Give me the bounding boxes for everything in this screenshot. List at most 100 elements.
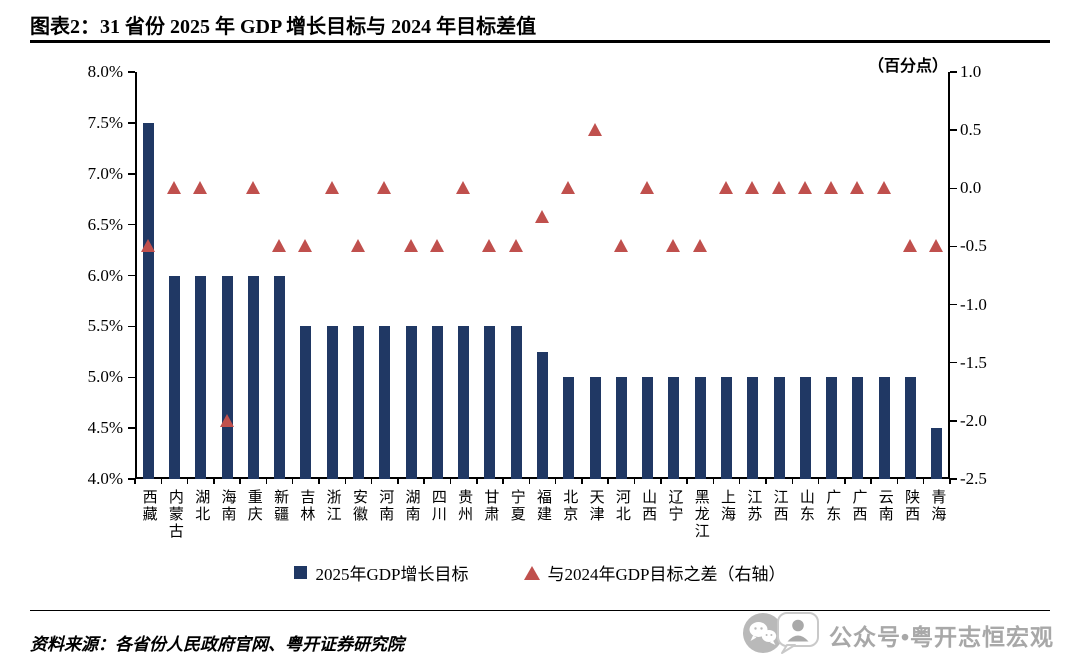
right-axis-tick-label: 0.0 <box>960 178 982 198</box>
x-axis-tickmark <box>134 479 136 484</box>
source-note: 资料来源：各省份人民政府官网、粤开证券研究院 <box>30 635 404 654</box>
x-axis-label-陕西: 陕西 <box>903 489 920 523</box>
x-axis-label-上海: 上海 <box>719 489 736 523</box>
bar-福建 <box>537 351 548 479</box>
left-axis-tickmark <box>128 478 135 480</box>
bar-黑龙江 <box>694 377 706 479</box>
bar-湖北 <box>195 275 207 479</box>
bar-天津 <box>589 377 601 479</box>
x-axis-tickmark <box>896 479 899 484</box>
x-axis-label-吉林: 吉林 <box>298 489 315 523</box>
x-axis-label-西藏: 西藏 <box>140 489 157 523</box>
bar-宁夏 <box>510 326 522 479</box>
marker-贵州 <box>456 181 471 195</box>
marker-广西 <box>850 181 865 195</box>
bar-北京 <box>563 377 575 479</box>
right-axis-tickmark <box>950 420 957 422</box>
left-axis-tick-label: 6.0% <box>87 265 123 285</box>
left-axis-tickmark <box>128 427 135 429</box>
left-axis-tick-label: 5.0% <box>87 367 123 387</box>
left-axis-tickmark <box>128 325 135 328</box>
marker-河北 <box>613 239 628 253</box>
x-axis-label-河南: 河南 <box>377 489 394 523</box>
x-axis-label-江苏: 江苏 <box>745 489 762 523</box>
left-axis-tick-label: 5.5% <box>87 316 123 336</box>
bar-浙江 <box>326 326 338 479</box>
x-axis-label-海南: 海南 <box>219 489 236 523</box>
legend: 2025年GDP增长目标 与2024年GDP目标之差（右轴） <box>0 560 1080 585</box>
bar-湖南 <box>405 326 417 479</box>
bar-新疆 <box>274 275 286 479</box>
left-axis-tickmark <box>128 376 135 378</box>
x-axis-label-重庆: 重庆 <box>245 489 262 523</box>
marker-安徽 <box>350 239 365 253</box>
x-axis-label-浙江: 浙江 <box>324 489 341 523</box>
left-axis-tick-label: 7.5% <box>87 112 123 132</box>
x-axis-tickmark <box>265 479 268 484</box>
x-axis-tickmark <box>949 479 951 484</box>
marker-山西 <box>640 181 655 195</box>
marker-福建 <box>535 210 549 224</box>
right-axis-tick-label: -1.5 <box>960 352 987 372</box>
right-axis-tick-label: 1.0 <box>960 62 982 81</box>
wechat-watermark: 公众号•粤开志恒宏观 <box>742 611 1054 659</box>
bar-江西 <box>773 377 785 479</box>
x-axis-label-广东: 广东 <box>824 489 841 523</box>
bar-海南 <box>221 275 233 479</box>
bar-青海 <box>931 428 943 479</box>
bar-重庆 <box>247 275 259 479</box>
bar-贵州 <box>458 326 470 479</box>
right-axis-tickmark <box>950 187 957 190</box>
marker-四川 <box>429 239 444 253</box>
x-axis-label-湖北: 湖北 <box>193 489 210 523</box>
left-axis-tickmark <box>128 274 135 277</box>
x-axis-tickmark <box>554 479 557 484</box>
marker-宁夏 <box>508 239 523 253</box>
wechat-logo-icon <box>742 612 784 659</box>
bar-山东 <box>799 377 811 479</box>
x-axis-tickmark <box>633 479 636 484</box>
right-axis-tick-label: -2.0 <box>960 410 987 430</box>
left-axis-line <box>135 72 137 479</box>
bar-上海 <box>721 377 733 479</box>
right-axis-tick-label: -1.0 <box>960 294 987 314</box>
x-axis-label-甘肃: 甘肃 <box>482 489 499 523</box>
left-axis-tickmark <box>128 122 135 124</box>
x-axis-label-新疆: 新疆 <box>272 489 289 523</box>
x-axis-tickmark <box>660 479 662 484</box>
x-axis-label-贵州: 贵州 <box>456 489 473 523</box>
marker-辽宁 <box>666 239 681 253</box>
marker-江西 <box>771 181 786 195</box>
right-axis-tickmark <box>950 245 957 248</box>
left-axis-tick-label: 6.5% <box>87 214 123 234</box>
legend-label-target-diff: 与2024年GDP目标之差（右轴） <box>547 565 786 584</box>
x-axis-label-山东: 山东 <box>797 489 814 523</box>
marker-天津 <box>587 123 602 137</box>
bar-甘肃 <box>484 326 496 479</box>
x-axis-label-山西: 山西 <box>640 489 657 523</box>
x-axis-tickmark <box>738 479 741 484</box>
bar-陕西 <box>905 377 917 479</box>
marker-北京 <box>561 181 576 195</box>
marker-黑龙江 <box>692 239 707 253</box>
marker-海南 <box>219 413 234 427</box>
right-axis-tickmark <box>950 361 957 364</box>
marker-甘肃 <box>482 239 497 253</box>
bar-安徽 <box>352 326 364 479</box>
footer-divider <box>30 610 1050 611</box>
right-axis-unit-label: （百分点） <box>867 58 948 75</box>
x-axis-tickmark <box>423 479 425 484</box>
right-axis-tickmark <box>950 478 957 480</box>
marker-重庆 <box>245 181 260 195</box>
x-axis-tickmark <box>318 479 320 484</box>
marker-河南 <box>377 181 392 195</box>
x-axis-tickmark <box>344 479 347 484</box>
right-axis-tickmark <box>950 129 957 131</box>
right-axis-tick-label: -0.5 <box>960 236 987 256</box>
bar-河北 <box>615 377 627 479</box>
marker-广东 <box>824 181 839 195</box>
x-axis-label-北京: 北京 <box>561 489 578 523</box>
bar-辽宁 <box>668 377 680 479</box>
bar-内蒙古 <box>168 275 180 479</box>
x-axis-tickmark <box>581 479 583 484</box>
